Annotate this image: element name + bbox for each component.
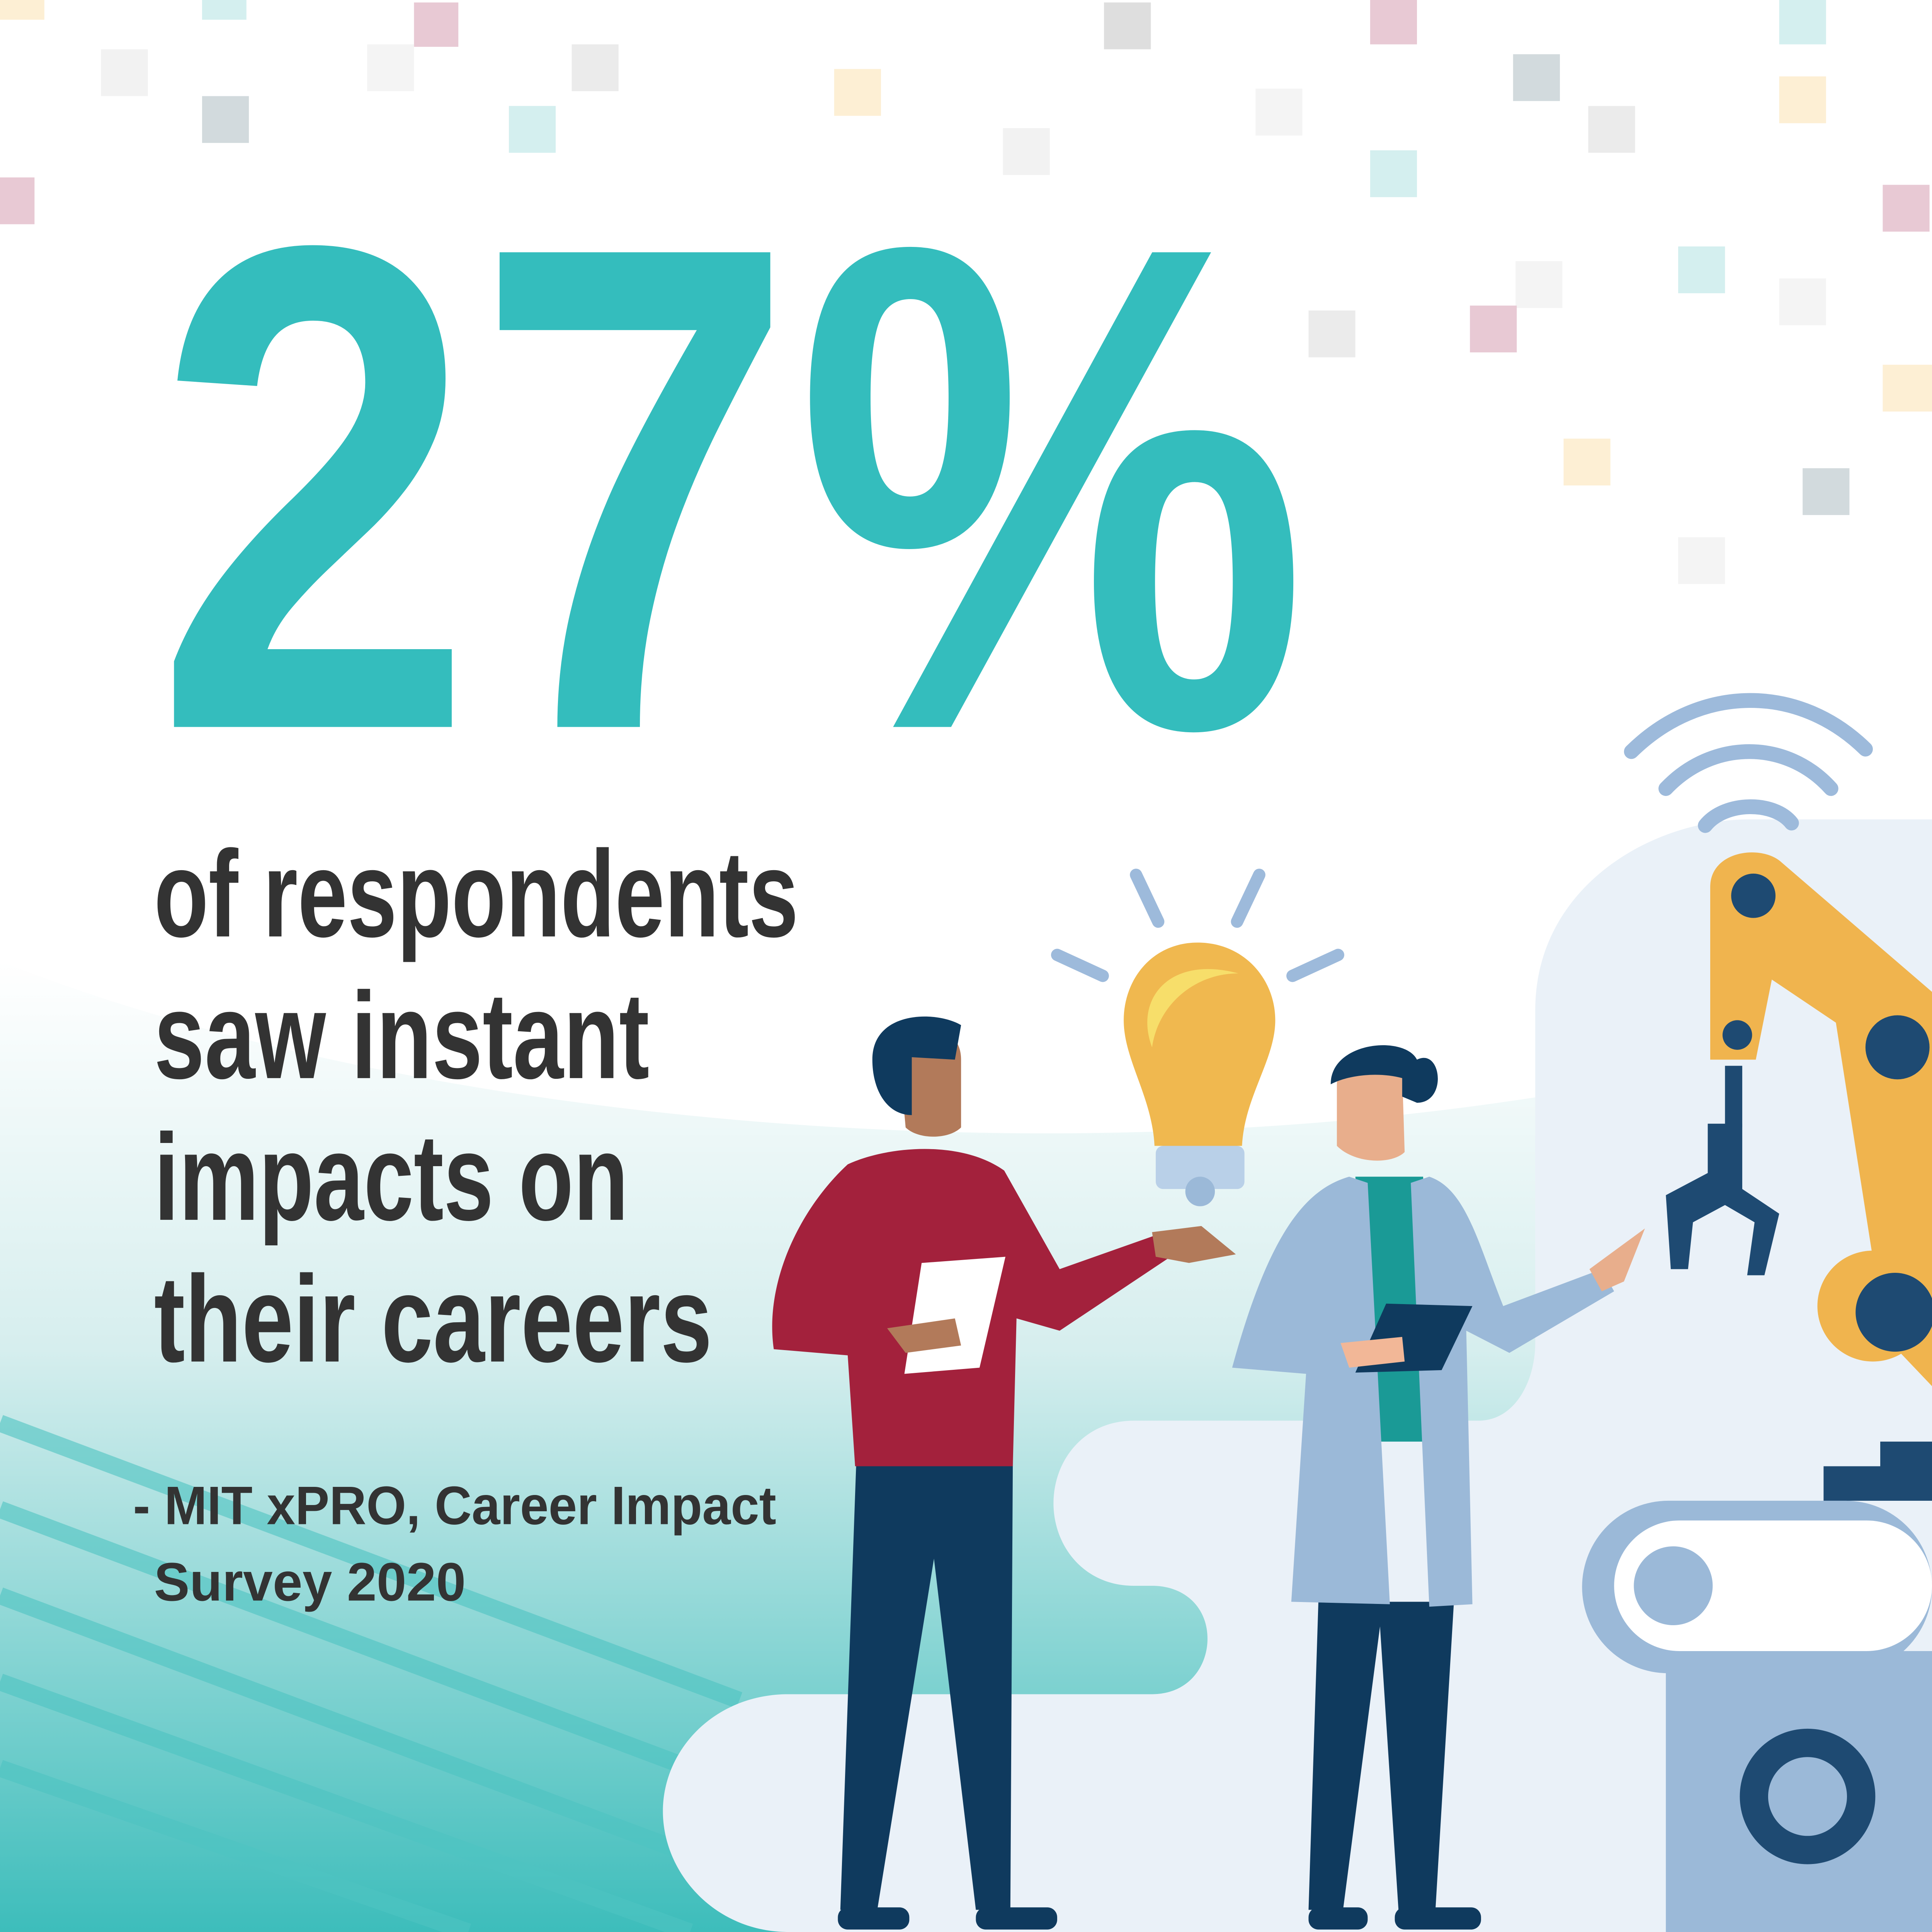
source-line: - MIT xPRO, Career Impact [133, 1475, 776, 1536]
source-line: Survey 2020 [154, 1551, 466, 1612]
confetti [0, 0, 1932, 584]
diagonal-stripes [0, 1415, 743, 1932]
teal-wave [0, 961, 1540, 1932]
statement-line: saw instant [154, 966, 650, 1104]
light-bulb [1051, 869, 1344, 1206]
robot-arm [1582, 693, 1932, 1932]
woman-figure [1232, 1045, 1645, 1930]
headline: 27% [154, 102, 1309, 873]
man-figure [772, 1016, 1236, 1930]
statement-line: their careers [154, 1250, 713, 1388]
statement-line: of respondents [154, 825, 799, 963]
statement-line: impacts on [154, 1108, 629, 1247]
